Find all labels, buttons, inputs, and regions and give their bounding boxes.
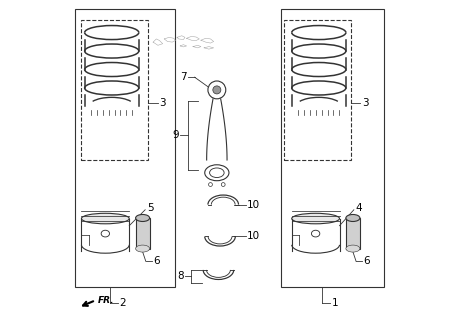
Polygon shape (206, 99, 227, 160)
Bar (291, 219, 339, 249)
Ellipse shape (135, 214, 149, 221)
Circle shape (208, 183, 212, 187)
Ellipse shape (204, 165, 228, 181)
Text: 6: 6 (363, 256, 369, 266)
Ellipse shape (311, 230, 319, 237)
Ellipse shape (135, 245, 149, 252)
Text: 2: 2 (119, 298, 126, 308)
Bar (81, 219, 129, 249)
Ellipse shape (345, 245, 359, 252)
Ellipse shape (291, 213, 339, 224)
Bar (135, 218, 149, 249)
Text: 9: 9 (172, 130, 178, 140)
Text: 1: 1 (331, 298, 338, 308)
Circle shape (221, 183, 225, 187)
Text: 6: 6 (153, 256, 159, 266)
Text: 3: 3 (159, 98, 166, 108)
Bar (345, 218, 359, 249)
Text: 8: 8 (177, 271, 183, 281)
Ellipse shape (209, 168, 223, 178)
Text: 5: 5 (147, 203, 153, 213)
Text: 3: 3 (361, 98, 368, 108)
Text: 10: 10 (247, 231, 260, 242)
Ellipse shape (345, 214, 359, 221)
Bar (280, 9, 383, 287)
Text: FR.: FR. (97, 296, 114, 305)
Text: 10: 10 (247, 200, 260, 210)
Ellipse shape (101, 230, 109, 237)
Bar (283, 20, 350, 160)
Circle shape (212, 86, 220, 94)
Text: 4: 4 (354, 203, 361, 213)
Text: 7: 7 (180, 72, 186, 82)
Bar (81, 20, 148, 160)
Ellipse shape (81, 213, 129, 224)
Bar (75, 9, 175, 287)
Circle shape (207, 81, 225, 99)
